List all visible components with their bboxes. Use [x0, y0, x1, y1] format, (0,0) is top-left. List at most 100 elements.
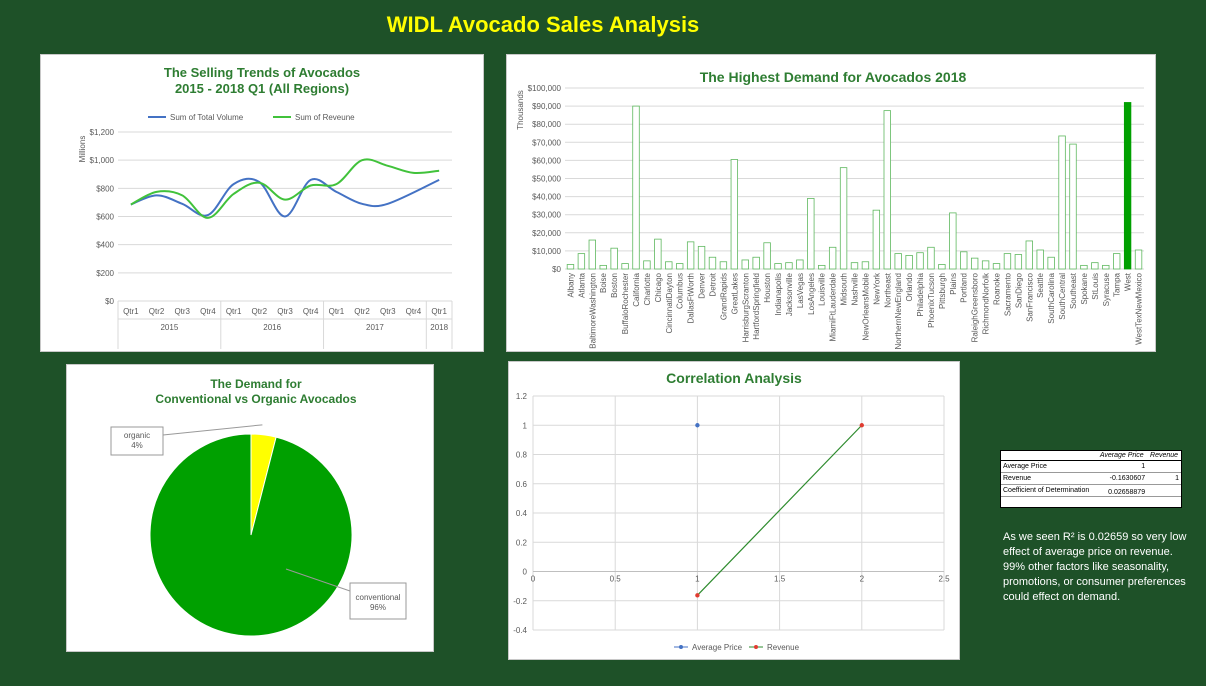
x-tick-label: Qtr1: [123, 307, 139, 316]
bar: [588, 239, 596, 270]
x-tick-label: LasVegas: [796, 273, 805, 308]
x-tick-label: Portland: [960, 273, 969, 303]
x-tick-label: HartfordSpringfield: [752, 273, 761, 340]
bar: [1113, 253, 1121, 270]
x-tick-label: Atlanta: [577, 272, 586, 297]
x-tick-label: Tampa: [1113, 272, 1122, 297]
x-tick-label: Qtr3: [277, 307, 293, 316]
table-cell: Average Price: [1001, 460, 1097, 473]
legend-marker: [754, 645, 758, 649]
x-tick-label: Spokane: [1080, 272, 1089, 304]
x-tick-label: Houston: [763, 273, 772, 303]
pie-chart-panel: The Demand for Conventional vs Organic Av…: [66, 364, 434, 652]
bar: [632, 105, 640, 270]
data-label-name: conventional: [356, 593, 401, 602]
y-tick-label: 0.8: [516, 451, 528, 460]
x-tick-label: West: [1124, 272, 1133, 291]
x-tick-label: PhoenixTucson: [927, 273, 936, 328]
table-header-revenue: Revenue: [1147, 451, 1181, 461]
x-tick-label: Philadelphia: [916, 272, 925, 316]
table-row: Coefficient of Determination 0.02658879: [1001, 484, 1181, 497]
correlation-chart: Correlation Analysis -0.4 -0.2 0 0.2 0.4 0.6 0.…: [513, 370, 950, 652]
bar: [981, 260, 990, 270]
x-tick-label: Qtr2: [252, 307, 268, 316]
x-tick-label: SouthCentral: [1058, 273, 1067, 320]
legend-label: Average Price: [692, 643, 743, 652]
bar: [949, 212, 957, 270]
series-line: [696, 424, 863, 596]
leader-line: [162, 424, 263, 436]
x-tick-label: Chicago: [654, 272, 663, 302]
x-tick-label: Qtr4: [303, 307, 319, 316]
y-tick-label: $0: [105, 297, 114, 306]
bar: [894, 253, 902, 270]
x-group-label: 2018: [430, 323, 448, 332]
y-tick-label: $0: [552, 265, 561, 274]
table-cell: [1147, 460, 1181, 473]
bar: [610, 247, 618, 270]
bar: [916, 252, 924, 270]
bar: [763, 242, 771, 270]
legend-label: Sum of Total Volume: [170, 113, 244, 122]
x-tick-label: SanFrancisco: [1025, 272, 1034, 321]
x-tick-label: 0.5: [610, 575, 622, 584]
bar: [1123, 102, 1132, 270]
table-cell: 1: [1147, 472, 1181, 485]
x-tick-label: Detroit: [708, 272, 717, 296]
x-tick-label: BuffaloRochester: [621, 273, 630, 335]
x-tick-label: California: [632, 272, 641, 306]
bar: [872, 209, 881, 270]
table-header-blank: [1001, 451, 1097, 461]
y-tick-label: 1.2: [516, 392, 528, 401]
x-tick-label: 2: [860, 575, 865, 584]
x-tick-label: GreatLakes: [730, 273, 739, 314]
x-tick-label: Sacramento: [1003, 272, 1012, 316]
bar: [1091, 262, 1099, 270]
y-tick-label: $1,000: [90, 156, 115, 165]
y-tick-label: $400: [96, 241, 114, 250]
x-tick-label: Qtr1: [431, 307, 447, 316]
x-tick-label: MiamiFtLauderdale: [829, 272, 838, 341]
x-tick-label: HarrisburgScranton: [741, 273, 750, 342]
bar: [676, 263, 684, 270]
y-tick-label: -0.2: [513, 597, 527, 606]
x-tick-label: 1: [695, 575, 700, 584]
bar: [654, 238, 662, 270]
y-tick-label: $30,000: [532, 211, 561, 220]
bar: [927, 246, 935, 270]
x-tick-label: 2.5: [938, 575, 950, 584]
bar: [1036, 249, 1044, 270]
bar: [938, 264, 946, 270]
series-line: [130, 177, 440, 218]
x-tick-label: Qtr4: [200, 307, 216, 316]
y-tick-label: $80,000: [532, 120, 561, 129]
x-tick-label: Plains: [949, 273, 958, 295]
chart-subtitle: Conventional vs Organic Avocados: [155, 392, 356, 406]
bar: [818, 264, 826, 270]
bar: [785, 262, 793, 270]
data-point: [859, 423, 864, 428]
bar: [1134, 249, 1143, 270]
x-tick-label: Jacksonville: [785, 272, 794, 316]
series-line: [130, 158, 440, 219]
x-tick-label: SanDiego: [1014, 272, 1023, 308]
y-tick-label: 1: [523, 421, 528, 430]
y-tick-label: $200: [96, 269, 114, 278]
x-tick-label: 1.5: [774, 575, 786, 584]
legend-marker: [679, 645, 683, 649]
y-tick-label: $50,000: [532, 175, 561, 184]
x-tick-label: Columbus: [676, 273, 685, 309]
x-tick-label: Indianapolis: [774, 273, 783, 316]
bar: [1003, 253, 1012, 270]
data-label-box: [349, 582, 407, 620]
trends-chart-panel: The Selling Trends of Avocados 2015 - 201…: [40, 54, 484, 352]
y-tick-label: 0.2: [516, 538, 528, 547]
correlation-chart-panel: Correlation Analysis -0.4 -0.2 0 0.2 0.4 0.6 0.…: [508, 361, 960, 660]
x-tick-label: Qtr1: [329, 307, 345, 316]
bar: [599, 264, 607, 270]
x-group-label: 2015: [160, 323, 178, 332]
x-tick-label: BaltimoreWashington: [588, 273, 597, 349]
x-tick-label: GrandRapids: [719, 273, 728, 320]
y-tick-label: 0: [523, 568, 528, 577]
y-tick-label: $800: [96, 184, 114, 193]
